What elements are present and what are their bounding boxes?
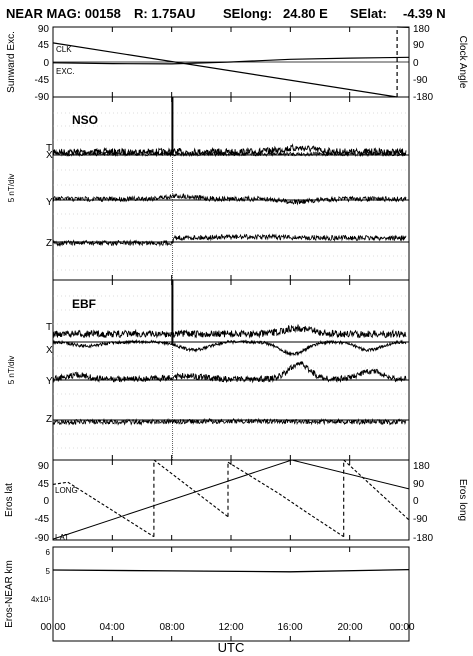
title-mission: NEAR MAG: 00158 bbox=[6, 6, 121, 21]
nso-label: NSO bbox=[72, 113, 98, 127]
eros-near-distance-path bbox=[52, 568, 410, 573]
title-selat-label: SElat: bbox=[350, 6, 387, 21]
ebf-z-trace bbox=[52, 417, 407, 426]
exc-tick-45: 45 bbox=[38, 40, 50, 51]
dist-tick-4x10: 4x10¹ bbox=[31, 595, 51, 604]
x-tick-0400: 04:00 bbox=[99, 622, 124, 633]
eros-lat-path bbox=[52, 459, 410, 540]
exc-tick-0: 0 bbox=[43, 58, 49, 69]
x-tick-0800: 08:00 bbox=[159, 622, 184, 633]
title-selat-value: -4.39 N bbox=[403, 6, 446, 21]
ebf-label: EBF bbox=[72, 297, 96, 311]
nso-x-trace bbox=[52, 150, 407, 158]
clock-angle-series-line bbox=[52, 26, 410, 98]
clk-label: CLK bbox=[56, 45, 72, 54]
eros-long-segment bbox=[52, 481, 155, 538]
clock-tick-180: 180 bbox=[413, 24, 430, 35]
lat-tick-0: 0 bbox=[43, 496, 49, 507]
panel-ebf-frame bbox=[52, 279, 410, 461]
ebf-y-label: Y bbox=[46, 376, 53, 387]
eros-long-segment bbox=[227, 461, 345, 538]
long-tick-90: 90 bbox=[413, 479, 425, 490]
exc-tick-90: 90 bbox=[38, 24, 50, 35]
x-tick-0000: 00:00 bbox=[40, 622, 65, 633]
nso-field-axis-label: 5 nT/div bbox=[7, 174, 16, 202]
nso-z-trace bbox=[52, 233, 407, 247]
nso-dotted-grid bbox=[53, 112, 409, 271]
dist-tick-5: 5 bbox=[46, 567, 51, 576]
lat-tick-90: 90 bbox=[38, 461, 50, 472]
long-tick-m180: -180 bbox=[413, 533, 433, 544]
title-selong-label: SElong: bbox=[223, 6, 272, 21]
lat-tick-45: 45 bbox=[38, 479, 50, 490]
title-selong-value: 24.80 E bbox=[283, 6, 328, 21]
x-tick-2000: 20:00 bbox=[337, 622, 362, 633]
clock-angle-axis-label: Clock Angle bbox=[457, 36, 468, 89]
nso-z-label: Z bbox=[46, 238, 52, 249]
dist-tick-6: 6 bbox=[46, 548, 51, 557]
long-tick-0: 0 bbox=[413, 496, 419, 507]
ebf-field-axis-label: 5 nT/div bbox=[7, 356, 16, 384]
exc-tick-m45: -45 bbox=[35, 75, 50, 86]
nso-x-label: X bbox=[46, 150, 53, 161]
lat-tick-m45: -45 bbox=[35, 514, 50, 525]
exc-tick-m90: -90 bbox=[35, 92, 50, 103]
exc-line-path bbox=[52, 56, 410, 65]
long-tick-m90: -90 bbox=[413, 514, 428, 525]
ebf-y-trace bbox=[52, 360, 407, 384]
clock-tick-m90: -90 bbox=[413, 75, 428, 86]
x-tick-1600: 16:00 bbox=[277, 622, 302, 633]
clock-angle-line-path bbox=[52, 42, 398, 98]
eros-long-segment bbox=[343, 459, 410, 521]
clock-tick-0: 0 bbox=[413, 58, 419, 69]
ebf-t-label: T bbox=[46, 322, 52, 333]
lat-tick-m90: -90 bbox=[35, 533, 50, 544]
eros-long-axis-label: Eros long bbox=[457, 479, 468, 521]
eros-near-distance-line bbox=[52, 568, 410, 573]
long-tick-180: 180 bbox=[413, 461, 430, 472]
ebf-dotted-grid bbox=[53, 295, 409, 449]
ebf-x-label: X bbox=[46, 345, 53, 356]
panel-nso-frame bbox=[52, 96, 410, 281]
field-component-traces bbox=[52, 97, 407, 460]
title-radius: R: 1.75AU bbox=[134, 6, 195, 21]
eros-lat-series-line bbox=[52, 459, 410, 540]
sunward-exc-axis-label: Sunward Exc. bbox=[6, 31, 17, 93]
clock-tick-m180: -180 bbox=[413, 92, 433, 103]
panel-eros-latlong-frame bbox=[52, 459, 410, 541]
nso-t-label: T bbox=[46, 143, 52, 154]
exc-series-line bbox=[52, 56, 410, 65]
exc-label: EXC. bbox=[56, 67, 75, 76]
lat-label: LAT bbox=[55, 533, 69, 542]
ebf-z-label: Z bbox=[46, 414, 52, 425]
nso-t-trace bbox=[52, 143, 407, 158]
eros-long-series-line bbox=[52, 459, 410, 538]
eros-lat-axis-label: Eros lat bbox=[4, 483, 15, 517]
ebf-t-trace bbox=[52, 324, 407, 339]
ebf-x-trace bbox=[52, 338, 407, 357]
x-tick-1200: 12:00 bbox=[218, 622, 243, 633]
nso-y-trace bbox=[52, 193, 407, 206]
clock-tick-90: 90 bbox=[413, 40, 425, 51]
x-axis-label: UTC bbox=[218, 640, 245, 655]
nso-y-label: Y bbox=[46, 197, 53, 208]
x-tick-2400: 00:00 bbox=[389, 622, 414, 633]
eros-long-segment bbox=[153, 459, 229, 518]
long-label: LONG bbox=[55, 486, 78, 495]
axis-tick-marks bbox=[52, 27, 410, 641]
eros-near-km-axis-label: Eros-NEAR km bbox=[4, 560, 15, 628]
